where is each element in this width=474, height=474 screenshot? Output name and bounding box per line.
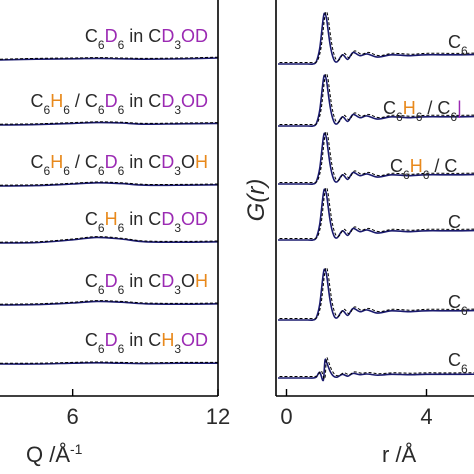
gr-series-label-5: C6 bbox=[448, 292, 468, 318]
gr-fit-line-2 bbox=[278, 74, 474, 127]
sq-fit-line-4 bbox=[0, 236, 219, 244]
gr-series-label-1: C6 bbox=[448, 32, 468, 58]
gr-fit-line-6 bbox=[277, 358, 474, 382]
gr-data-line-1 bbox=[279, 11, 474, 64]
gr-fit-line-3 bbox=[278, 132, 474, 185]
gr-y-axis-title: G(r) bbox=[243, 179, 270, 222]
gr-fit-line-1 bbox=[277, 12, 474, 65]
gr-fit-line-4 bbox=[278, 188, 474, 241]
gr-data-line-4 bbox=[279, 187, 474, 240]
sq-series-label-6: C6D6 in CH3OD bbox=[85, 330, 208, 356]
gr-series-label-4: C bbox=[448, 212, 461, 232]
gr-data-line-2 bbox=[279, 73, 474, 126]
gr-x-axis-title: r /Å bbox=[382, 442, 417, 467]
left-panel-sq: C6D6 in CD3OD C6H6 / C6D6 in CD3OD C6H6 / … bbox=[0, 0, 230, 467]
sq-series-label-1: C6D6 in CD3OD bbox=[85, 26, 208, 52]
gr-fit-line-5 bbox=[277, 268, 474, 321]
sq-x-tick-label: 12 bbox=[206, 404, 230, 429]
gr-series-label-3: C6H6 / C bbox=[390, 156, 457, 182]
sq-series-label-3: C6H6 / C6D6 in CD3OH bbox=[31, 152, 208, 178]
gr-x-tick-label: 4 bbox=[420, 404, 432, 429]
sq-fit-line-5 bbox=[0, 300, 219, 306]
gr-x-tick-label: 0 bbox=[280, 404, 292, 429]
sq-fit-line-1 bbox=[0, 57, 219, 61]
sq-fit-line-6 bbox=[0, 361, 219, 365]
gr-data-line-6 bbox=[279, 357, 474, 380]
sq-series-label-2: C6H6 / C6D6 in CD3OD bbox=[31, 91, 208, 117]
sq-series-label-4: C6H6 in CD3OD bbox=[85, 209, 208, 235]
gr-data-line-5 bbox=[279, 267, 474, 320]
sq-series-label-5: C6D6 in CD3OH bbox=[85, 271, 208, 297]
sq-x-axis-title: Q /Å-1 bbox=[26, 441, 83, 467]
sq-fit-line-3 bbox=[0, 181, 219, 187]
gr-series-label-6: C6 bbox=[448, 350, 468, 376]
gr-data-line-3 bbox=[279, 131, 474, 184]
gr-series-label-2: C6H6 / C6| bbox=[383, 98, 462, 124]
right-panel-gr: C6 C6H6 / C6| C6H6 / C C C6 C6 0 4r /Å G(r) bbox=[243, 0, 474, 467]
sq-fit-line-2 bbox=[0, 121, 219, 126]
sq-x-tick-label: 6 bbox=[67, 404, 79, 429]
